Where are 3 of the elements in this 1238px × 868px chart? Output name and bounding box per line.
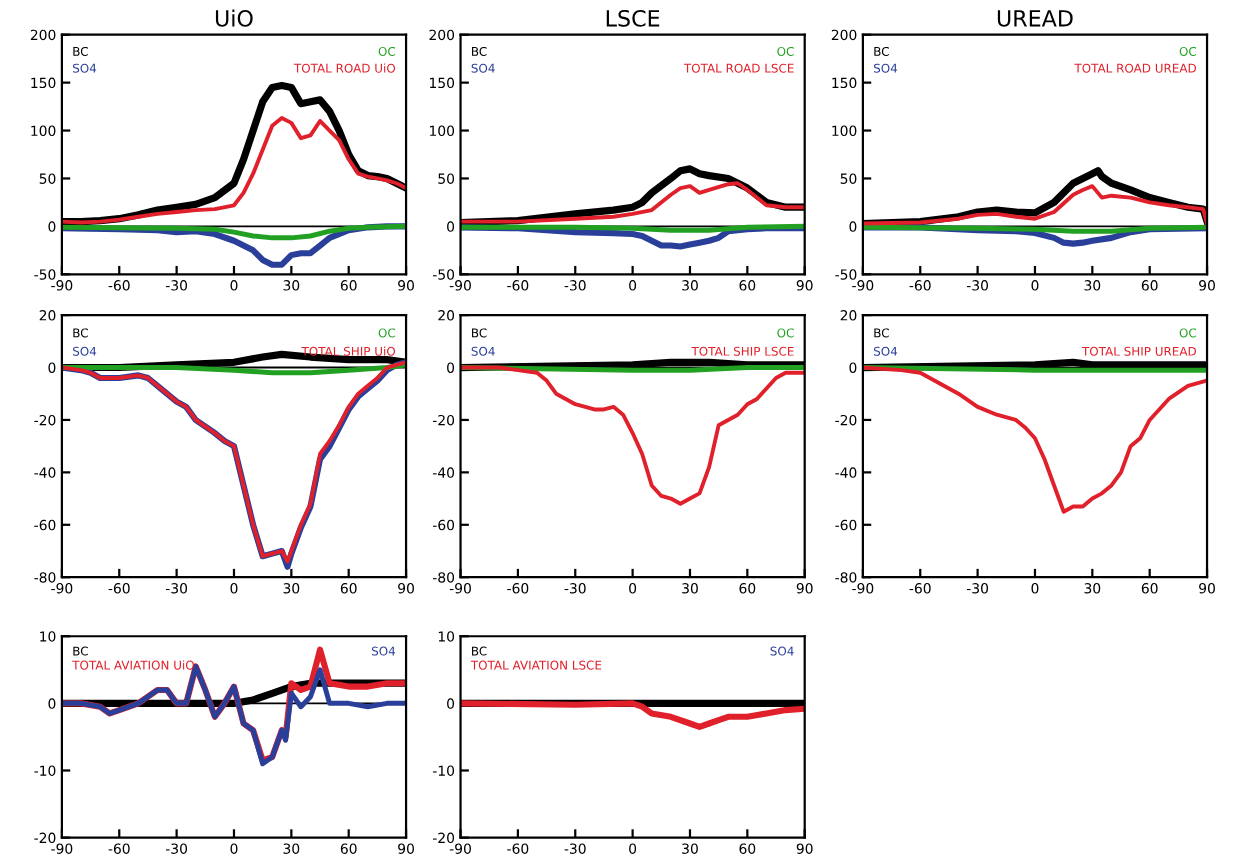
chart-title: UiO xyxy=(215,9,253,27)
chart-title: UREAD xyxy=(997,10,1073,27)
chart-title: LSCE xyxy=(606,9,660,27)
